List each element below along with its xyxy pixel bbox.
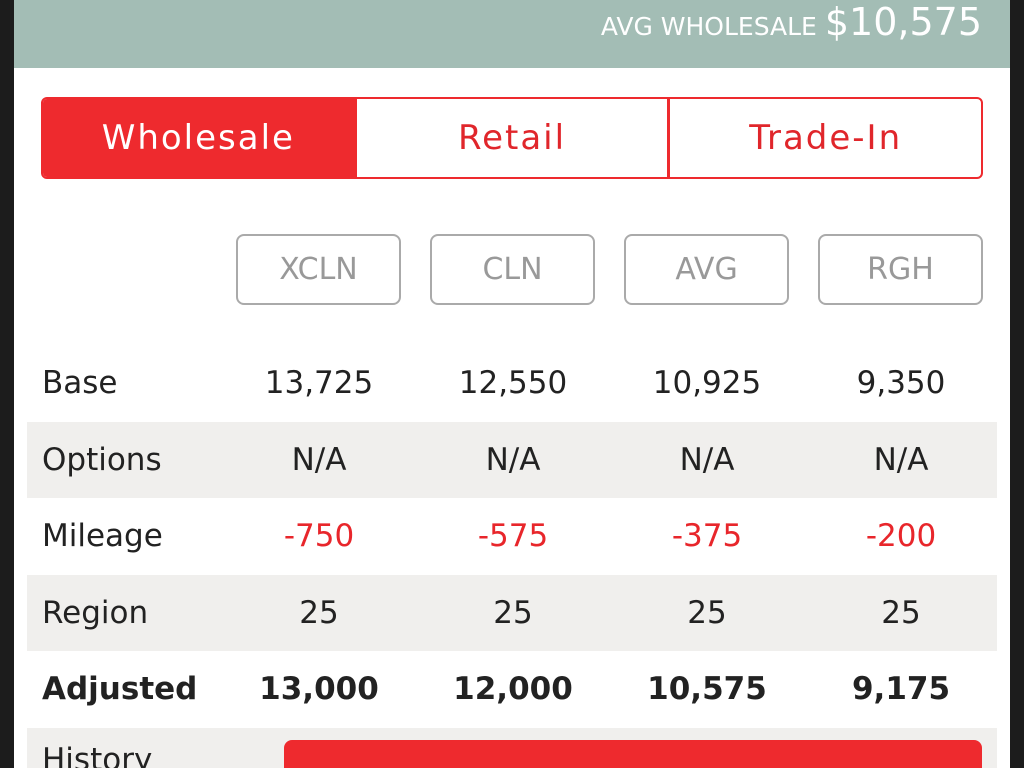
condition-button[interactable]: CLN [430, 234, 595, 305]
cell-value: N/A [679, 441, 735, 478]
cell-value: 25 [299, 594, 339, 631]
condition-button[interactable]: RGH [818, 234, 983, 305]
header-summary: AVG WHOLESALE $10,575 [601, 0, 982, 50]
cell-value: 25 [687, 594, 727, 631]
tab[interactable]: Trade-In [667, 99, 981, 177]
header: AVG WHOLESALE $10,575 [14, 0, 1010, 68]
cell-value: N/A [291, 441, 347, 478]
condition-button[interactable]: AVG [624, 234, 789, 305]
cell-value: 13,000 [259, 671, 379, 707]
row-label: Region [42, 594, 149, 631]
cell-value: 13,725 [264, 365, 374, 401]
tab[interactable]: Wholesale [43, 99, 354, 177]
table-row: Region 25 25 25 25 [27, 574, 997, 651]
cell-value: -750 [283, 518, 355, 554]
table-row: Mileage -750 -575 -375 -200 [27, 498, 997, 574]
cell-value: 12,550 [458, 365, 568, 401]
table-row: Adjusted 13,000 12,000 10,575 9,175 [27, 651, 997, 727]
cell-value: 9,175 [851, 671, 951, 707]
table-row: Base 13,725 12,550 10,925 9,350 [27, 345, 997, 421]
table-row: Options N/A N/A N/A N/A [27, 421, 997, 498]
history-label: History [42, 742, 153, 768]
row-label: Mileage [42, 518, 163, 554]
cell-value: 10,925 [652, 365, 762, 401]
cell-value: 25 [881, 594, 921, 631]
cell-value: 12,000 [453, 671, 573, 707]
row-label: Adjusted [42, 671, 198, 707]
tab-bar: Wholesale Retail Trade-In [41, 97, 983, 179]
cell-value: -575 [477, 518, 549, 554]
row-label: Base [42, 365, 118, 401]
cell-value: -200 [865, 518, 937, 554]
condition-button[interactable]: XCLN [236, 234, 401, 305]
cell-value: 9,350 [856, 365, 946, 401]
history-row: History [27, 728, 997, 768]
tab[interactable]: Retail [353, 99, 668, 177]
cell-value: 25 [493, 594, 533, 631]
cell-value: -375 [671, 518, 743, 554]
cell-value: 10,575 [647, 671, 767, 707]
header-value: $10,575 [824, 0, 982, 44]
history-button[interactable] [284, 740, 982, 768]
panel: AVG WHOLESALE $10,575 Wholesale Retail Tra… [14, 0, 1010, 768]
header-label: AVG WHOLESALE [600, 12, 817, 41]
cell-value: N/A [873, 441, 929, 478]
row-label: Options [42, 441, 162, 478]
cell-value: N/A [485, 441, 541, 478]
